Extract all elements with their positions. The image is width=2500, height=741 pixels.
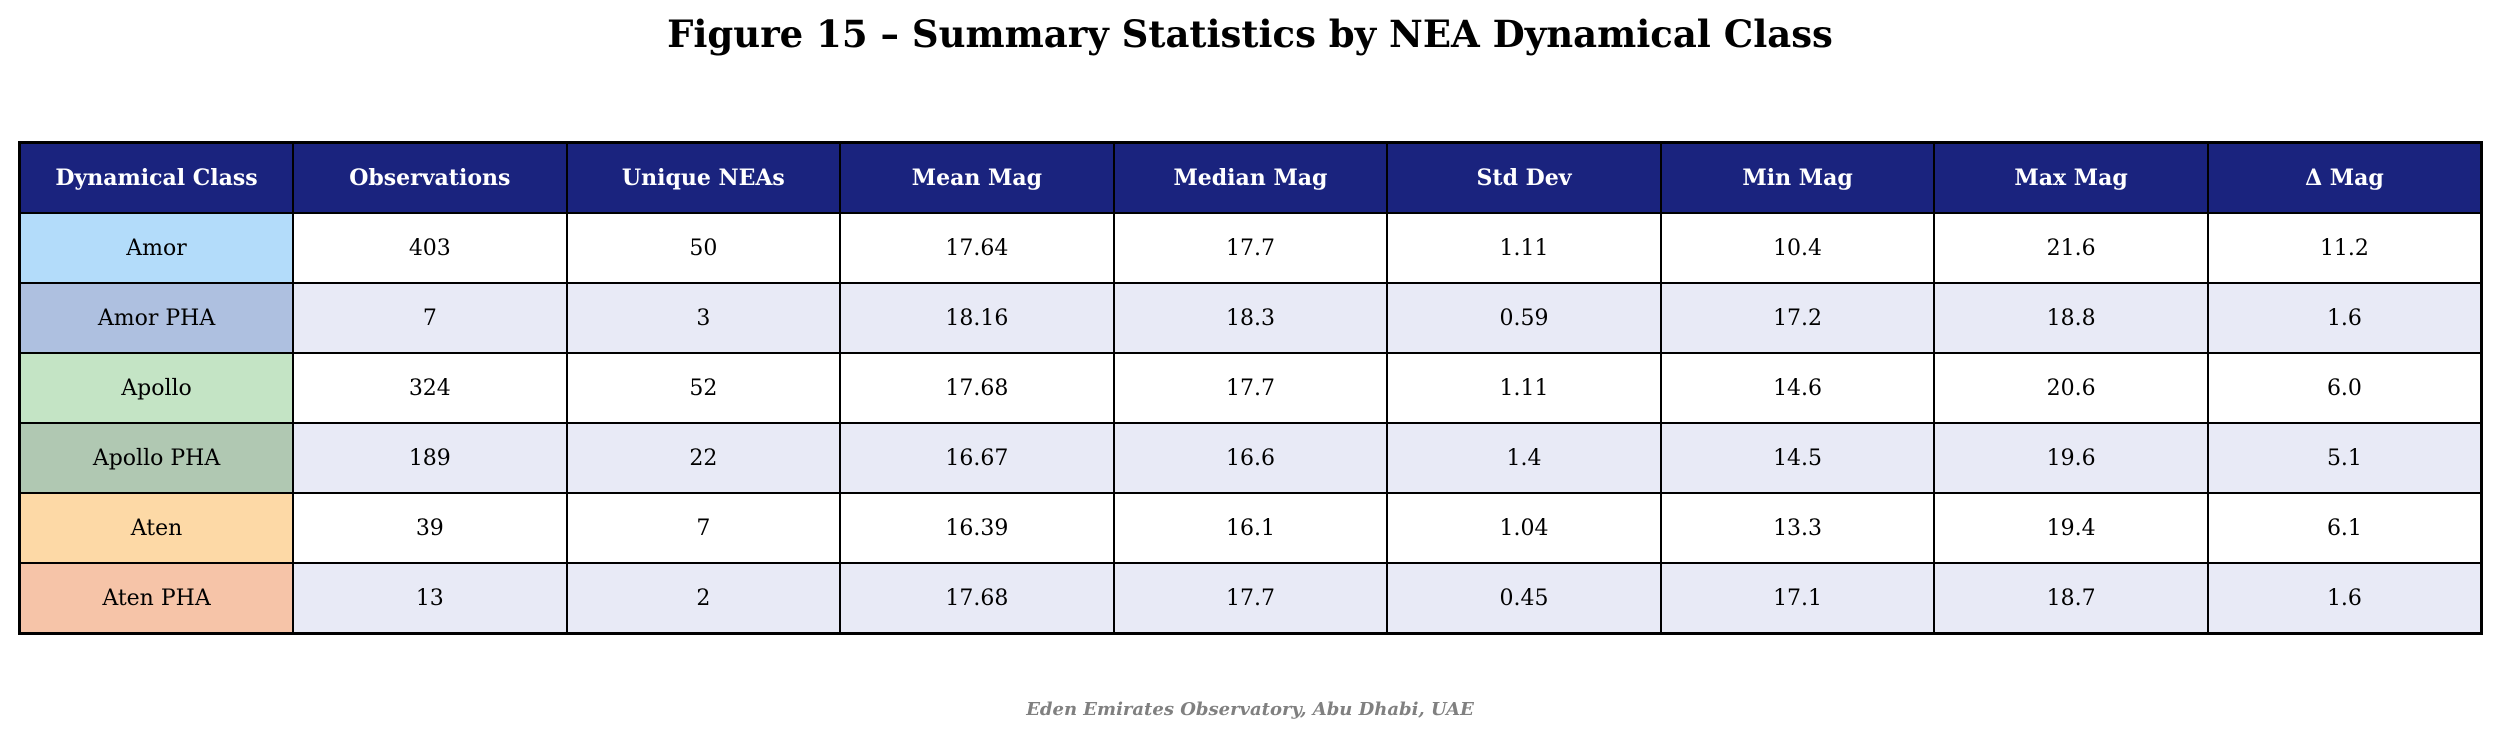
- column-header: Dynamical Class: [18, 141, 295, 214]
- table-cell: 19.4: [1933, 492, 2209, 564]
- class-cell: Apollo: [18, 352, 295, 424]
- column-header: Δ Mag: [2206, 141, 2483, 214]
- table-cell: 1.04: [1386, 492, 1662, 564]
- table-cell: 22: [565, 422, 842, 494]
- class-cell: Aten: [18, 492, 295, 564]
- column-header: Observations: [292, 141, 568, 214]
- table-cell: 17.64: [839, 212, 1115, 284]
- table-row: Amor 403 50 17.64 17.7 1.11 10.4 21.6 11.2: [18, 212, 2483, 284]
- table-cell: 0.59: [1386, 282, 1662, 354]
- table-cell: 1.6: [2206, 562, 2483, 635]
- table-cell: 7: [292, 282, 568, 354]
- table-cell: 7: [565, 492, 842, 564]
- table-cell: 10.4: [1659, 212, 1936, 284]
- table-cell: 16.67: [839, 422, 1115, 494]
- table-cell: 403: [292, 212, 568, 284]
- table-cell: 17.68: [839, 352, 1115, 424]
- class-cell: Amor: [18, 212, 295, 284]
- table-cell: 18.3: [1112, 282, 1389, 354]
- table-cell: 14.6: [1659, 352, 1936, 424]
- table-cell: 6.1: [2206, 492, 2483, 564]
- column-header: Std Dev: [1386, 141, 1662, 214]
- column-header: Min Mag: [1659, 141, 1936, 214]
- table-cell: 1.11: [1386, 352, 1662, 424]
- table-body: Amor 403 50 17.64 17.7 1.11 10.4 21.6 11.2 Amor P…: [18, 212, 2483, 635]
- table-cell: 18.8: [1933, 282, 2209, 354]
- table-cell: 16.6: [1112, 422, 1389, 494]
- table-cell: 16.1: [1112, 492, 1389, 564]
- table-row: Aten PHA 13 2 17.68 17.7 0.45 17.1 18.7 1.6: [18, 562, 2483, 635]
- table-cell: 14.5: [1659, 422, 1936, 494]
- summary-statistics-table: Dynamical Class Observations Unique NEAs Me…: [18, 141, 2483, 635]
- table-cell: 16.39: [839, 492, 1115, 564]
- table-cell: 19.6: [1933, 422, 2209, 494]
- table-cell: 2: [565, 562, 842, 635]
- column-header: Max Mag: [1933, 141, 2209, 214]
- class-cell: Amor PHA: [18, 282, 295, 354]
- table-cell: 1.6: [2206, 282, 2483, 354]
- table-cell: 11.2: [2206, 212, 2483, 284]
- table-cell: 324: [292, 352, 568, 424]
- column-header: Median Mag: [1112, 141, 1389, 214]
- table-cell: 50: [565, 212, 842, 284]
- table-cell: 1.11: [1386, 212, 1662, 284]
- table-cell: 21.6: [1933, 212, 2209, 284]
- column-header: Unique NEAs: [565, 141, 842, 214]
- table-row: Amor PHA 7 3 18.16 18.3 0.59 17.2 18.8 1.6: [18, 282, 2483, 354]
- table-header-row: Dynamical Class Observations Unique NEAs Me…: [18, 141, 2483, 214]
- figure-title: Figure 15 – Summary Statistics by NEA Dy…: [667, 12, 1833, 56]
- table-cell: 0.45: [1386, 562, 1662, 635]
- table-cell: 17.1: [1659, 562, 1936, 635]
- table-cell: 1.4: [1386, 422, 1662, 494]
- table-cell: 17.7: [1112, 212, 1389, 284]
- table-cell: 5.1: [2206, 422, 2483, 494]
- table-row: Apollo 324 52 17.68 17.7 1.11 14.6 20.6 6.0: [18, 352, 2483, 424]
- table-cell: 13: [292, 562, 568, 635]
- table-cell: 52: [565, 352, 842, 424]
- table-cell: 17.7: [1112, 352, 1389, 424]
- table-row: Aten 39 7 16.39 16.1 1.04 13.3 19.4 6.1: [18, 492, 2483, 564]
- table-row: Apollo PHA 189 22 16.67 16.6 1.4 14.5 19.6 5.1: [18, 422, 2483, 494]
- table-cell: 13.3: [1659, 492, 1936, 564]
- table-cell: 17.2: [1659, 282, 1936, 354]
- table-cell: 189: [292, 422, 568, 494]
- footer-credit: Eden Emirates Observatory, Abu Dhabi, UA…: [1026, 699, 1474, 720]
- table-cell: 3: [565, 282, 842, 354]
- table-cell: 39: [292, 492, 568, 564]
- class-cell: Aten PHA: [18, 562, 295, 635]
- class-cell: Apollo PHA: [18, 422, 295, 494]
- table-cell: 17.7: [1112, 562, 1389, 635]
- column-header: Mean Mag: [839, 141, 1115, 214]
- table-cell: 18.7: [1933, 562, 2209, 635]
- table-cell: 20.6: [1933, 352, 2209, 424]
- table-cell: 18.16: [839, 282, 1115, 354]
- table-cell: 6.0: [2206, 352, 2483, 424]
- table-cell: 17.68: [839, 562, 1115, 635]
